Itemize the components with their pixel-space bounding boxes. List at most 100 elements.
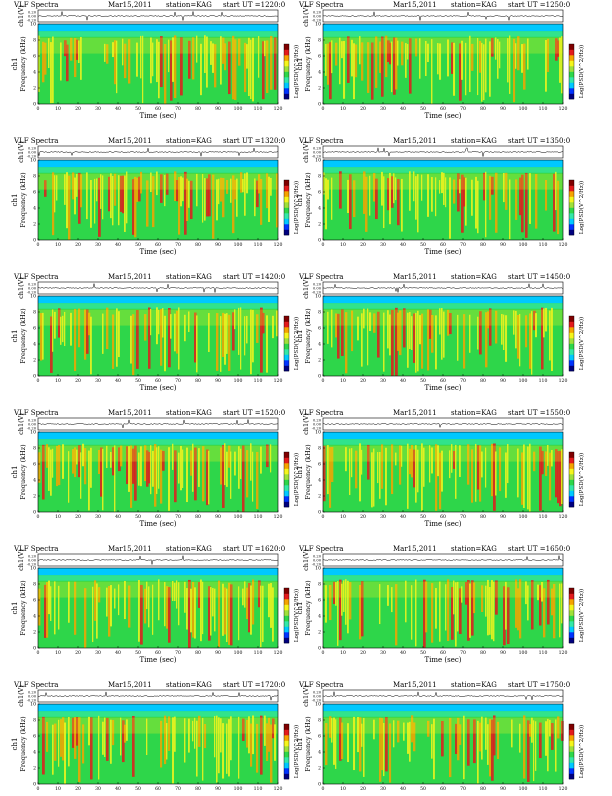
spectral-streak [365,176,368,232]
freq-ylabel: Frequency (kHz) [304,172,312,228]
spectral-streak [519,579,522,639]
spectral-streak [270,35,273,90]
spectral-streak [427,720,430,737]
colorbar-segment [569,327,574,333]
colorbar-segment [284,485,289,491]
freq-ylabel-channel: ch1 [11,466,19,479]
spectral-streak [156,39,158,83]
spectral-streak [196,173,198,207]
spectral-streak [545,721,548,756]
spectral-streak [509,35,511,94]
heatmap-transition-band [323,303,563,309]
colorbar-segment [284,757,289,763]
x-tick-label: 100 [234,514,243,520]
panel-date: Mar15,2011 [108,545,152,553]
colorbar-segment [569,468,574,475]
spectral-streak [395,584,398,646]
colorbar-segment [569,501,574,508]
spectral-streak [397,312,400,351]
spectral-streak [52,36,54,104]
spectral-streak [409,38,412,94]
colorbar-segment [569,490,574,497]
x-tick-label: 20 [75,106,81,112]
x-tick-label: 100 [519,378,528,384]
spectral-streak [220,177,223,202]
colorbar-frame [283,587,290,644]
spectral-streak [268,583,270,618]
x-tick-label: 110 [539,650,548,656]
spectral-streak [150,309,152,336]
spectral-streak [339,717,342,761]
spectral-streak [329,716,332,738]
spectral-streak [461,40,464,80]
spectral-streak [371,452,373,508]
spectral-streak [224,313,227,365]
spectral-streak [52,448,54,478]
x-tick-label: 60 [155,514,161,520]
spectral-streak [118,175,120,226]
spectral-streak [58,308,61,338]
x-tick-label: 120 [274,106,283,112]
spectral-streak [220,316,222,372]
spectral-streak [64,174,66,205]
x-axis-label: Time (sec) [139,384,176,392]
spectral-streak [74,308,77,371]
spectral-streak [132,715,135,777]
spectral-streak [224,43,227,71]
x-tick-label: 60 [440,650,446,656]
spectral-streak [387,40,390,63]
spectral-streak [559,583,561,638]
spectral-streak [132,314,135,376]
spectral-streak [40,313,43,361]
spectral-streak [491,176,494,195]
y-tick-label: 4 [318,70,321,76]
spectral-streak [507,444,509,484]
spectral-streak [441,450,443,492]
x-tick-label: 100 [234,242,243,248]
x-tick-label: 40 [115,514,121,520]
y-tick-label: 0 [33,510,36,516]
x-tick-label: 30 [380,786,386,792]
panel-date: Mar15,2011 [108,137,152,145]
spectral-streak [174,582,176,602]
x-tick-label: 80 [195,514,201,520]
spectral-streak [427,309,430,371]
spectral-streak [120,175,123,212]
spectral-streak [561,720,564,741]
spectral-streak [353,180,356,218]
spectral-streak [499,41,501,69]
spectral-streak [232,312,235,351]
colorbar-frame [283,315,290,372]
colorbar-segment [284,213,289,219]
panel-date: Mar15,2011 [108,409,152,417]
spectral-streak [58,444,61,486]
spectral-streak [329,42,332,100]
spectral-streak [377,452,379,484]
colorbar-segment [284,60,289,67]
panel-station: station=KAG [166,1,212,9]
spectral-streak [110,173,112,219]
heatmap [37,567,279,649]
spectral-streak [240,307,242,370]
spectral-streak [359,585,362,640]
spectral-streak [513,310,515,335]
spectral-streak [264,40,266,57]
x-tick-label: 70 [460,242,466,248]
spectral-streak [68,716,70,767]
spectral-streak [431,447,433,474]
waveform-tick-label: 0.00 [313,695,322,699]
colorbar-segment [569,207,574,214]
x-tick-label: 40 [115,378,121,384]
colorbar-segment [569,360,574,366]
spectral-streak [218,178,220,205]
spectral-streak [76,39,79,60]
waveform-ylabel: ch1(V) [17,549,25,571]
spectral-streak [349,174,352,230]
colorbar-label: Log(PSD(V^2/Hz)) [578,725,585,778]
x-tick-label: 0 [322,106,325,112]
x-tick-label: 80 [195,378,201,384]
colorbar: Log(PSD(V^2/Hz)) [283,315,300,372]
spectral-streak [228,582,231,645]
waveform-tick-label: 0.20 [313,419,322,423]
